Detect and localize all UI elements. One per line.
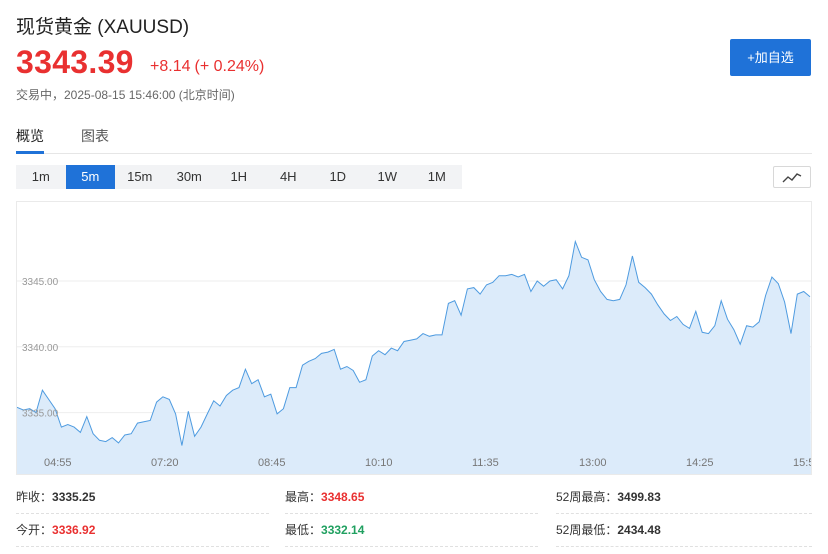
x-tick-label: 04:55: [44, 457, 72, 469]
add-to-watchlist-button[interactable]: +加自选: [730, 39, 811, 76]
interval-selector: 1m 5m 15m 30m 1H 4H 1D 1W 1M: [16, 165, 462, 189]
divider: [285, 546, 538, 547]
tab-bar: 概览 图表: [16, 116, 812, 154]
stat-low: 最低：3332.14: [285, 521, 364, 538]
stat-value: 3335.25: [52, 490, 96, 504]
stat-high: 最高：3348.65: [285, 488, 364, 505]
chart-type-button[interactable]: [773, 166, 811, 188]
stats-row: 昨收：3335.25 最高：3348.65 52周最高：3499.83: [16, 481, 812, 514]
stat-value: 3332.14: [321, 523, 365, 537]
interval-1mo[interactable]: 1M: [427, 169, 446, 184]
instrument-title: 现货黄金 (XAUUSD): [16, 17, 190, 38]
interval-1d[interactable]: 1D: [329, 169, 347, 184]
interval-5m[interactable]: 5m: [65, 165, 115, 189]
interval-4h[interactable]: 4H: [279, 169, 297, 184]
interval-1h[interactable]: 1H: [230, 169, 248, 184]
y-tick-label: 3335.00: [22, 409, 59, 420]
stat-label: 最高：: [285, 490, 322, 504]
stat-52wk-high: 52周最高：3499.83: [556, 488, 661, 505]
current-price: 3343.39: [16, 44, 134, 80]
price-area: [17, 241, 811, 474]
divider: [16, 513, 269, 514]
stats-table: 昨收：3335.25 最高：3348.65 52周最高：3499.83 今开：3…: [16, 481, 812, 547]
stat-label: 昨收：: [16, 490, 53, 504]
line-chart-icon: [782, 173, 802, 183]
stat-label: 52周最低：: [556, 523, 618, 537]
stat-value: 3336.92: [52, 523, 96, 537]
y-tick-label: 3340.00: [22, 343, 59, 354]
y-tick-label: 3345.00: [22, 277, 59, 288]
stat-52wk-low: 52周最低：2434.48: [556, 521, 661, 538]
divider: [556, 513, 812, 514]
divider: [16, 546, 269, 547]
interval-15m[interactable]: 15m: [127, 169, 153, 184]
x-tick-label: 14:25: [686, 457, 714, 469]
stat-label: 52周最高：: [556, 490, 618, 504]
x-tick-label: 15:5: [793, 457, 811, 469]
price-chart[interactable]: 3335.00 3340.00 3345.00 04:55 07:20 08:45 10:1…: [16, 201, 812, 475]
price-chart-svg: 3335.00 3340.00 3345.00 04:55 07:20 08:45 10:1…: [17, 239, 811, 474]
x-tick-label: 08:45: [258, 457, 286, 469]
change-percent: (+ 0.24%): [194, 58, 265, 75]
divider: [556, 546, 812, 547]
trading-status: 交易中，2025-08-15 15:46:00 (北京时间): [16, 88, 235, 102]
stat-value: 3348.65: [321, 490, 365, 504]
divider: [285, 513, 538, 514]
stat-value: 2434.48: [617, 523, 661, 537]
x-tick-label: 13:00: [579, 457, 607, 469]
tab-overview[interactable]: 概览: [16, 128, 44, 144]
active-tab-indicator: [16, 151, 44, 154]
stat-label: 今开：: [16, 523, 53, 537]
stats-row: 今开：3336.92 最低：3332.14 52周最低：2434.48: [16, 514, 812, 547]
tab-chart[interactable]: 图表: [81, 128, 109, 144]
stat-label: 最低：: [285, 523, 322, 537]
price-line: [17, 239, 811, 446]
interval-1m[interactable]: 1m: [31, 169, 50, 184]
price-change: +8.14 (+ 0.24%): [150, 58, 268, 76]
x-tick-label: 07:20: [151, 457, 179, 469]
x-tick-label: 10:10: [365, 457, 393, 469]
stat-prev-close: 昨收：3335.25: [16, 488, 95, 505]
change-value: +8.14: [150, 58, 191, 75]
interval-30m[interactable]: 30m: [176, 169, 202, 184]
interval-1w[interactable]: 1W: [377, 169, 398, 184]
stat-value: 3499.83: [617, 490, 661, 504]
stat-open: 今开：3336.92: [16, 521, 95, 538]
x-tick-label: 11:35: [472, 457, 499, 469]
